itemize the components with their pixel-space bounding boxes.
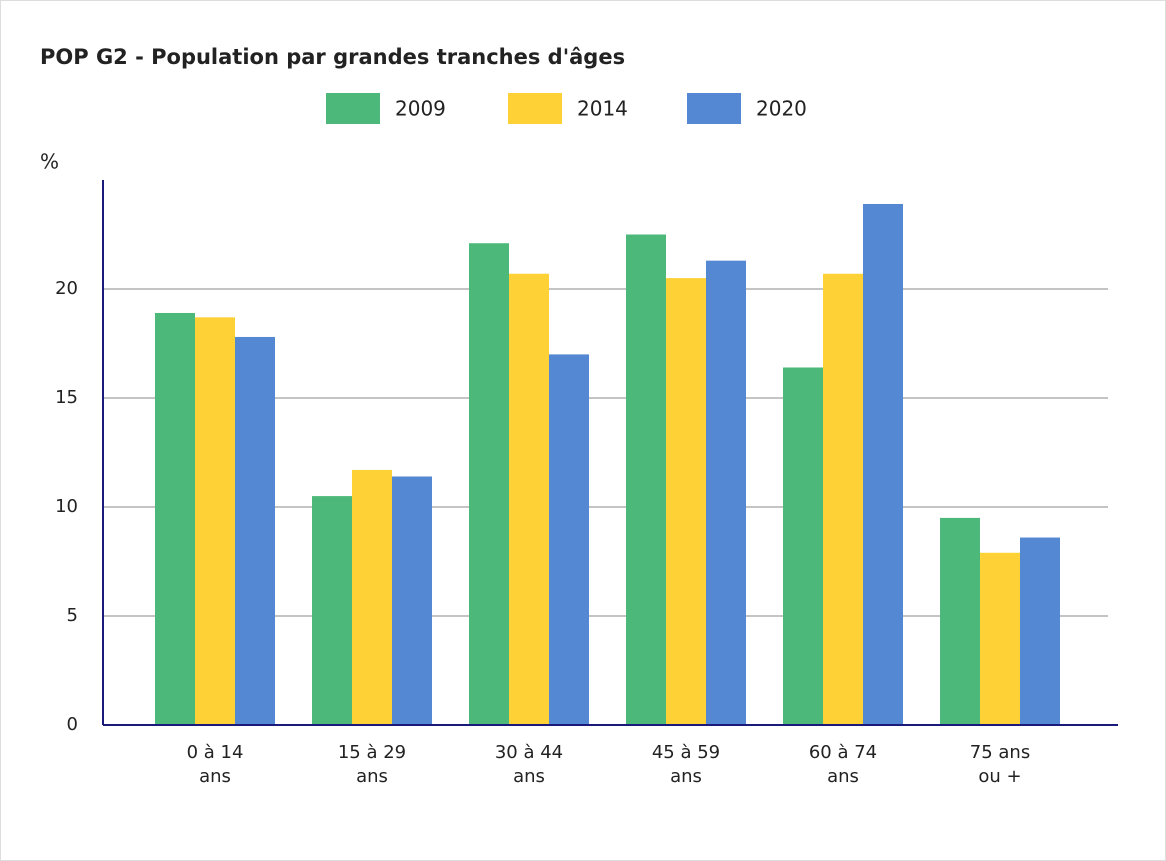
legend-swatch — [326, 93, 380, 124]
y-tick-label: 0 — [67, 714, 78, 735]
bar — [392, 476, 432, 725]
legend-swatch — [508, 93, 562, 124]
bar — [469, 243, 509, 725]
bar — [195, 317, 235, 725]
bar — [352, 469, 392, 725]
legend-swatch — [687, 93, 741, 124]
x-tick-label: 0 à 14 ans — [186, 742, 244, 787]
bar — [940, 517, 980, 725]
legend-label: 2009 — [395, 97, 446, 121]
bar — [549, 354, 589, 725]
chart-title: POP G2 - Population par grandes tranches… — [40, 45, 625, 69]
y-tick-label: 5 — [67, 605, 78, 626]
legend-label: 2014 — [577, 97, 628, 121]
y-tick-label: 20 — [55, 278, 78, 299]
bar — [235, 336, 275, 725]
bar — [509, 273, 549, 725]
bar — [155, 312, 195, 725]
y-tick-label: 10 — [55, 496, 78, 517]
x-tick-label: 15 à 29 ans — [337, 742, 407, 787]
bar — [863, 203, 903, 726]
x-tick-label: 60 à 74 ans — [808, 742, 878, 787]
bar — [980, 552, 1020, 725]
bar — [666, 278, 706, 725]
bar — [783, 367, 823, 725]
y-axis-label: % — [40, 150, 59, 174]
y-tick-label: 15 — [55, 387, 78, 408]
bar — [706, 260, 746, 725]
bar — [1020, 537, 1060, 725]
bar — [823, 273, 863, 725]
x-tick-label: 45 à 59 ans — [651, 742, 721, 787]
bar — [312, 496, 352, 725]
legend-label: 2020 — [756, 97, 807, 121]
x-tick-label: 30 à 44 ans — [494, 742, 564, 787]
x-tick-label: 75 ans ou + — [969, 742, 1031, 787]
bar — [626, 234, 666, 725]
